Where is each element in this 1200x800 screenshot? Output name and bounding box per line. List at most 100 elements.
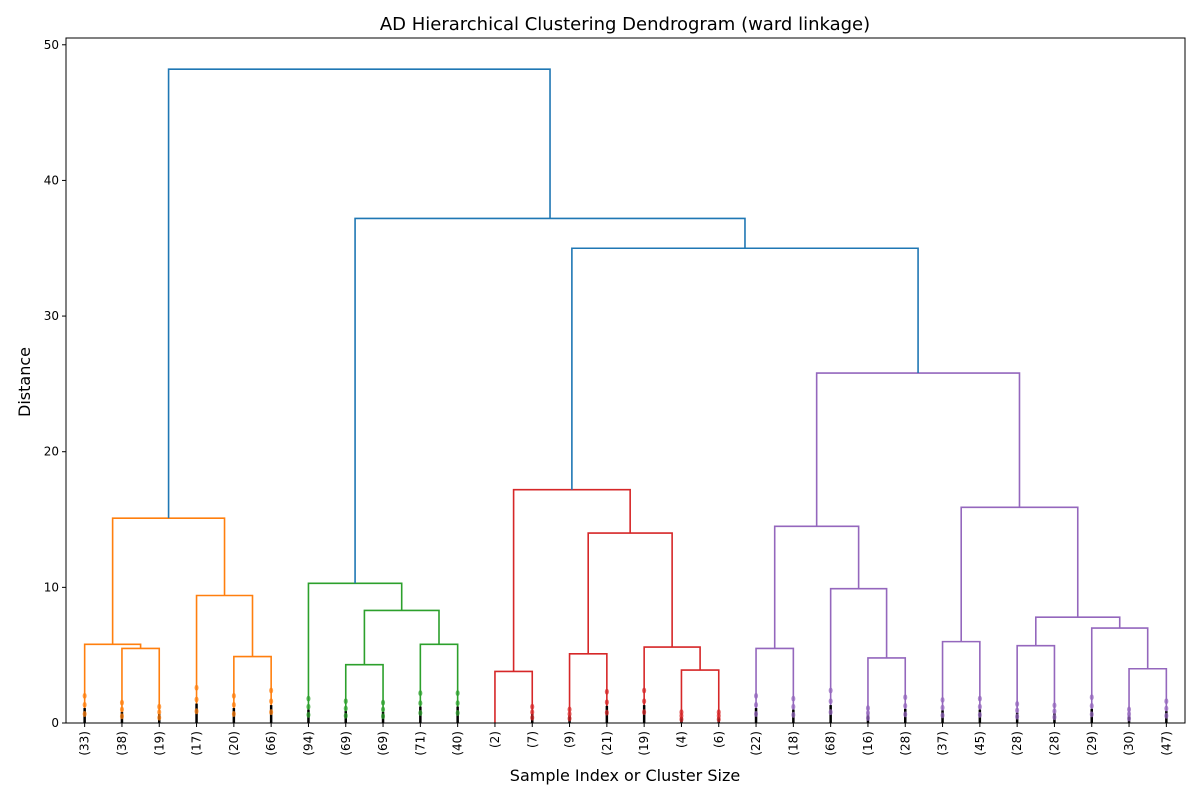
leaf-marker-dot — [157, 709, 162, 716]
leaf-marker-dot — [1089, 702, 1094, 709]
leaf-marker-dot — [903, 702, 908, 709]
leaf-marker-dot — [119, 699, 124, 706]
plot-frame — [65, 37, 1186, 724]
leaf-marker-dot — [530, 714, 535, 721]
leaf-marker-dot — [1052, 714, 1057, 721]
leaf-label: (66) — [264, 731, 278, 756]
y-axis: 0 10 20 30 40 50 — [44, 38, 66, 730]
leaf-marker-dot — [604, 699, 609, 706]
dendrogram-link — [571, 247, 919, 490]
leaf-marker-dot — [604, 709, 609, 716]
leaf-marker-dot — [1015, 707, 1020, 714]
leaf-marker-dot — [940, 712, 945, 719]
leaf-marker-dot — [567, 706, 572, 713]
leaf-marker-dot — [455, 690, 460, 697]
leaf-marker-dot — [903, 711, 908, 718]
leaf-label: (2) — [488, 731, 502, 748]
leaf-marker-dot — [1052, 708, 1057, 715]
leaf-label: (19) — [152, 731, 166, 756]
leaf-marker-dot — [82, 710, 87, 717]
leaf-marker-dot — [381, 713, 386, 720]
leaf-marker-dot — [306, 703, 311, 710]
dendrogram-link — [419, 643, 459, 723]
leaf-marker-dot — [269, 687, 274, 694]
dendrogram-link — [494, 670, 534, 723]
leaf-marker-dot — [231, 701, 236, 708]
dendrogram-link — [167, 68, 551, 519]
leaf-marker-dot — [940, 696, 945, 703]
dendrogram-link — [1035, 616, 1121, 646]
leaf-label: (29) — [1085, 731, 1099, 756]
dendrogram-link — [1016, 644, 1056, 723]
leaf-marker-dot — [828, 698, 833, 705]
leaf-marker-dot — [791, 703, 796, 710]
leaf-marker-dot — [567, 710, 572, 717]
leaf-marker-dot — [1164, 705, 1169, 712]
dendrogram-link — [307, 582, 403, 723]
dendrogram-link — [587, 532, 673, 654]
leaf-label: (17) — [190, 731, 204, 756]
leaf-label: (30) — [1122, 731, 1136, 756]
leaf-label: (7) — [525, 731, 539, 748]
leaf-marker-dot — [604, 688, 609, 695]
leaf-marker-dot — [903, 694, 908, 701]
dendrogram-links — [83, 68, 1168, 723]
leaf-marker-dot — [977, 703, 982, 710]
dendrogram-link — [354, 217, 746, 584]
dendrogram-link — [344, 663, 384, 723]
leaf-marker-dot — [1164, 698, 1169, 705]
leaf-marker-dot — [269, 709, 274, 716]
dendrogram-link — [363, 609, 440, 665]
leaf-label: (6) — [712, 731, 726, 748]
dendrogram-link — [512, 488, 631, 672]
leaf-marker-dot — [754, 701, 759, 708]
dendrogram-link — [867, 657, 907, 723]
leaf-marker-dot — [940, 704, 945, 711]
leaf-marker-dot — [157, 703, 162, 710]
leaf-label: (22) — [749, 731, 763, 756]
leaf-label: (37) — [936, 731, 950, 756]
dendrogram-link — [111, 517, 226, 645]
leaf-label: (19) — [637, 731, 651, 756]
leaf-label: (45) — [973, 731, 987, 756]
leaf-marker-dot — [1127, 706, 1132, 713]
y-tick-label: 50 — [44, 38, 59, 52]
leaf-label: (94) — [301, 731, 315, 756]
leaf-marker-dot — [642, 687, 647, 694]
y-axis-label: Distance — [15, 347, 34, 417]
leaf-marker-dot — [194, 696, 199, 703]
y-tick-label: 40 — [44, 173, 59, 187]
leaf-marker-dot — [828, 687, 833, 694]
leaf-marker-dot — [381, 699, 386, 706]
x-axis-label: Sample Index or Cluster Size — [510, 766, 740, 785]
leaf-label: (38) — [115, 731, 129, 756]
leaf-marker-dot — [567, 715, 572, 722]
dendrogram-link — [643, 646, 701, 723]
leaf-label: (69) — [376, 731, 390, 756]
leaf-label: (69) — [339, 731, 353, 756]
leaf-marker-dot — [343, 698, 348, 705]
leaf-marker-dot — [119, 713, 124, 720]
dendrogram-link — [1128, 667, 1168, 723]
leaf-marker-dot — [455, 710, 460, 717]
leaf-marker-dot — [828, 709, 833, 716]
leaf-marker-dot — [343, 712, 348, 719]
leaf-marker-dot — [1052, 702, 1057, 709]
leaf-label: (28) — [898, 731, 912, 756]
y-tick-label: 0 — [51, 716, 59, 730]
leaf-marker-dot — [455, 700, 460, 707]
leaf-label: (20) — [227, 731, 241, 756]
leaf-marker-dot — [865, 710, 870, 717]
leaf-marker-dot — [716, 709, 721, 716]
leaf-marker-dot — [679, 709, 684, 716]
leaf-marker-dot — [1089, 711, 1094, 718]
chart-title: AD Hierarchical Clustering Dendrogram (w… — [380, 14, 870, 35]
dendrogram-link — [815, 372, 1021, 527]
leaf-marker-dot — [119, 706, 124, 713]
leaf-marker-dot — [977, 711, 982, 718]
leaf-label: (16) — [861, 731, 875, 756]
leaf-label: (71) — [413, 731, 427, 756]
leaf-marker-dot — [754, 692, 759, 699]
leaf-marker-dot — [194, 684, 199, 691]
